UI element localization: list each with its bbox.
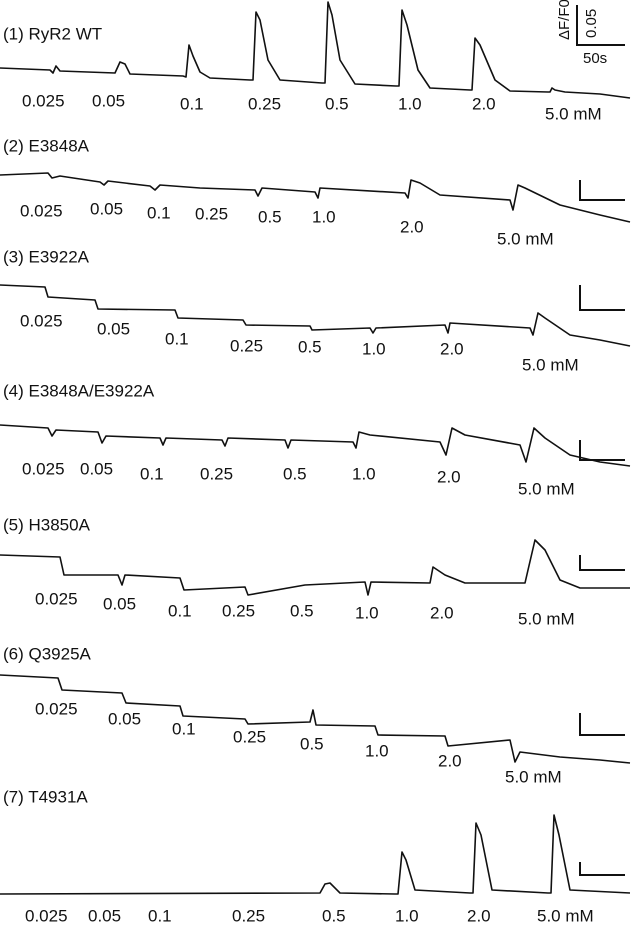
concentration-label: 0.25 bbox=[195, 204, 228, 223]
scale-bar bbox=[579, 713, 625, 736]
scale-y-value: 0.05 bbox=[583, 9, 600, 38]
concentration-label: 1.0 bbox=[352, 464, 376, 483]
concentration-label: 0.025 bbox=[25, 906, 68, 925]
trace bbox=[0, 539, 630, 596]
concentration-label: 5.0 mM bbox=[518, 479, 575, 498]
concentration-label: 0.1 bbox=[147, 203, 171, 222]
scale-x-value: 50s bbox=[583, 50, 607, 67]
concentration-label: 0.25 bbox=[222, 601, 255, 620]
concentration-label: 0.25 bbox=[232, 906, 265, 925]
scale-bar bbox=[576, 5, 625, 46]
concentration-label: 0.025 bbox=[22, 459, 65, 478]
concentration-label: 1.0 bbox=[395, 906, 419, 925]
concentration-label: 2.0 bbox=[467, 906, 491, 925]
concentration-label: 5.0 mM bbox=[497, 229, 554, 248]
concentration-label: 1.0 bbox=[312, 207, 336, 226]
concentration-label: 0.1 bbox=[172, 719, 196, 738]
concentration-label: 0.5 bbox=[283, 464, 307, 483]
concentration-label: 5.0 mM bbox=[518, 609, 575, 628]
concentration-label: 2.0 bbox=[437, 467, 461, 486]
concentration-label: 1.0 bbox=[362, 339, 386, 358]
concentration-label: 1.0 bbox=[365, 741, 389, 760]
panel-title: (2) E3848A bbox=[3, 136, 90, 155]
concentration-label: 2.0 bbox=[440, 339, 464, 358]
concentration-label: 0.25 bbox=[248, 94, 281, 113]
scale-bar bbox=[579, 555, 625, 571]
concentration-label: 0.5 bbox=[258, 207, 282, 226]
concentration-label: 0.05 bbox=[90, 199, 123, 218]
concentration-label: 0.05 bbox=[92, 91, 125, 110]
concentration-label: 0.25 bbox=[233, 727, 266, 746]
concentration-label: 2.0 bbox=[472, 94, 496, 113]
scale-y-label: ΔF/F0 bbox=[556, 0, 573, 40]
trace bbox=[0, 284, 631, 347]
concentration-label: 0.1 bbox=[148, 906, 172, 925]
panel-title: (3) E3922A bbox=[3, 247, 90, 266]
concentration-label: 0.025 bbox=[22, 91, 65, 110]
concentration-label: 2.0 bbox=[438, 751, 462, 770]
panel-title: (6) Q3925A bbox=[3, 644, 92, 663]
concentration-label: 5.0 mM bbox=[522, 355, 579, 374]
concentration-label: 0.025 bbox=[20, 201, 63, 220]
scale-bar bbox=[579, 285, 625, 311]
concentration-label: 0.05 bbox=[97, 319, 130, 338]
concentration-label: 2.0 bbox=[430, 603, 454, 622]
concentration-label: 2.0 bbox=[400, 217, 424, 236]
panel-title: (5) H3850A bbox=[3, 515, 91, 534]
trace bbox=[0, 674, 631, 764]
concentration-label: 0.05 bbox=[88, 906, 121, 925]
concentration-label: 0.025 bbox=[35, 589, 78, 608]
scale-bar bbox=[579, 440, 625, 461]
concentration-label: 5.0 mM bbox=[545, 104, 602, 123]
trace bbox=[0, 1, 631, 99]
concentration-label: 5.0 mM bbox=[505, 767, 562, 786]
concentration-label: 1.0 bbox=[355, 603, 379, 622]
concentration-label: 0.025 bbox=[20, 311, 63, 330]
concentration-label: 0.5 bbox=[325, 94, 349, 113]
concentration-label: 0.5 bbox=[300, 734, 324, 753]
panel-title: (4) E3848A/E3922A bbox=[3, 381, 155, 400]
concentration-label: 0.25 bbox=[200, 464, 233, 483]
panel-title: (1) RyR2 WT bbox=[3, 24, 102, 43]
concentration-label: 0.05 bbox=[103, 594, 136, 613]
concentration-label: 1.0 bbox=[398, 94, 422, 113]
trace bbox=[0, 172, 631, 223]
trace bbox=[0, 814, 631, 895]
concentration-label: 0.5 bbox=[290, 601, 314, 620]
trace bbox=[0, 424, 631, 467]
concentration-label: 5.0 mM bbox=[537, 906, 594, 925]
concentration-label: 0.05 bbox=[108, 709, 141, 728]
concentration-label: 0.025 bbox=[35, 699, 78, 718]
scale-bar bbox=[579, 862, 625, 876]
scale-bar bbox=[579, 180, 625, 201]
concentration-label: 0.25 bbox=[230, 336, 263, 355]
concentration-label: 0.5 bbox=[322, 906, 346, 925]
concentration-label: 0.1 bbox=[168, 601, 192, 620]
panel-title: (7) T4931A bbox=[3, 787, 88, 806]
concentration-label: 0.05 bbox=[80, 459, 113, 478]
concentration-label: 0.1 bbox=[180, 94, 204, 113]
concentration-label: 0.1 bbox=[165, 329, 189, 348]
concentration-label: 0.1 bbox=[140, 464, 164, 483]
concentration-label: 0.5 bbox=[298, 337, 322, 356]
